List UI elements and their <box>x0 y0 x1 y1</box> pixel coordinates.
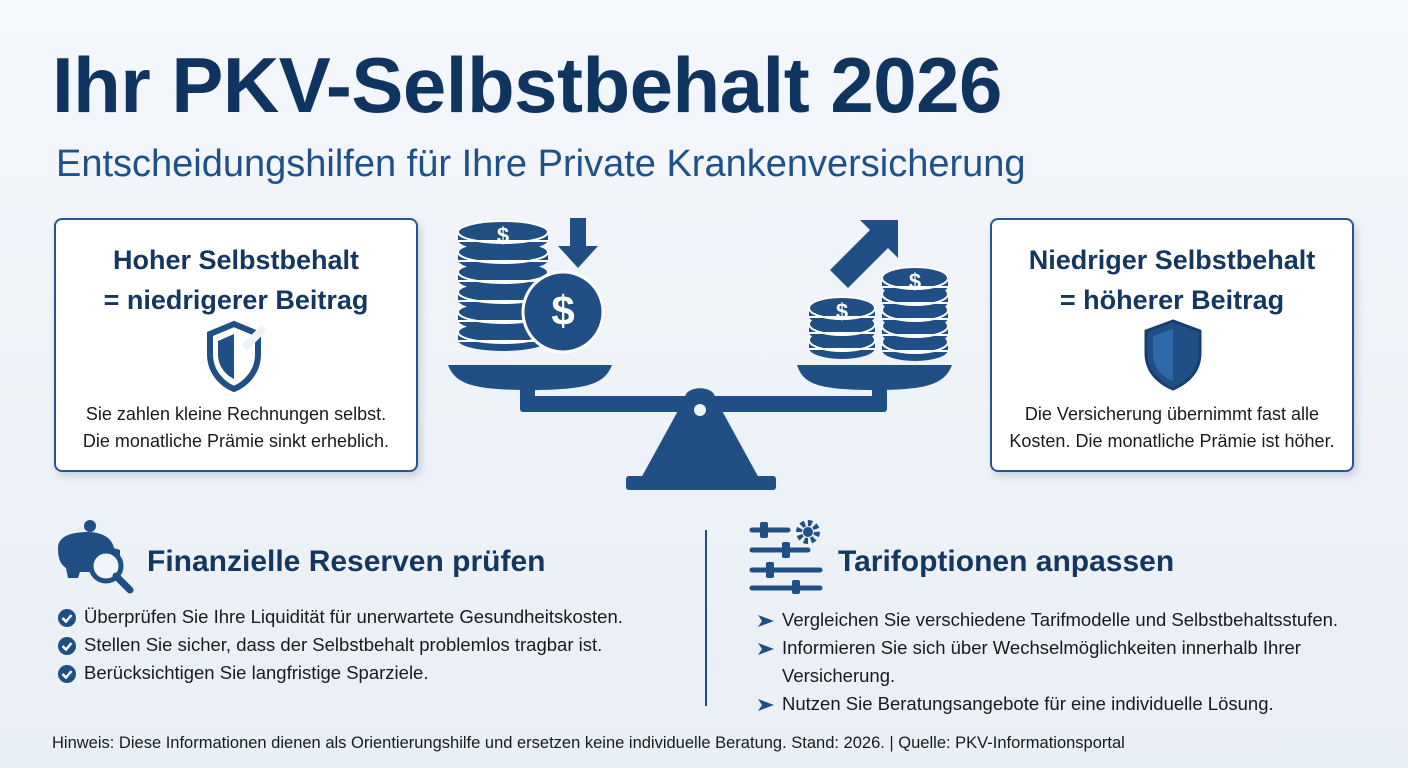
list-item: Überprüfen Sie Ihre Liquidität für unerw… <box>58 603 684 631</box>
arrow-icon <box>758 643 774 655</box>
subtitle: Entscheidungshilfen für Ihre Private Kra… <box>56 143 1026 185</box>
shield-icon <box>207 320 267 392</box>
item-text: Überprüfen Sie Ihre Liquidität für unerw… <box>84 606 623 627</box>
coin-top <box>881 266 949 290</box>
line: Die Versicherung übernimmt fast alle <box>1024 404 1320 424</box>
shield-icon <box>1144 319 1202 391</box>
section-heading: Finanzielle Reserven prüfen <box>147 545 546 578</box>
settings-icon <box>749 520 823 594</box>
coin-symbol: $ <box>909 269 921 294</box>
list-item: Berücksichtigen Sie langfristige Sparzie… <box>58 659 684 687</box>
line: Kosten. Die monatliche Prämie ist höher. <box>1009 431 1335 451</box>
card-title: Hoher Selbstbehalt = niedrigerer Beitrag <box>56 240 416 320</box>
list-item: Stellen Sie sicher, dass der Selbstbehal… <box>58 631 684 659</box>
coin-symbol: $ <box>836 299 848 324</box>
list: Vergleichen Sie verschiedene Tarifmodell… <box>758 606 1362 718</box>
line: Sie zahlen kleine Rechnungen selbst. <box>85 404 387 424</box>
check-icon <box>58 665 76 683</box>
line: Hoher Selbstbehalt <box>112 245 360 275</box>
list-item: Vergleichen Sie verschiedene Tarifmodell… <box>758 606 1362 634</box>
coin-top <box>808 296 876 320</box>
big-coin <box>521 270 605 354</box>
arrow-icon <box>758 699 774 711</box>
card-title: Niedriger Selbstbehalt = höherer Beitrag <box>992 240 1352 320</box>
item-text: Nutzen Sie Beratungsangebote für eine in… <box>782 693 1274 714</box>
item-text: Vergleichen Sie verschiedene Tarifmodell… <box>782 609 1339 630</box>
coins: $ $ $ $ <box>457 220 949 361</box>
line: Die monatliche Prämie sinkt erheblich. <box>82 431 390 451</box>
coin-symbol: $ <box>551 287 574 334</box>
card: Niedriger Selbstbehalt = höherer Beitrag … <box>990 218 1354 472</box>
title: Ihr PKV-Selbstbehalt 2026 <box>52 41 1002 129</box>
check-icon <box>58 609 76 627</box>
arrow-icon <box>758 615 774 627</box>
list-item: Informieren Sie sich über Wechselmöglich… <box>758 634 1362 690</box>
piggy-icon <box>58 520 134 594</box>
line: Niedriger Selbstbehalt <box>1028 245 1316 275</box>
arrow-down <box>558 218 598 268</box>
card-text: Sie zahlen kleine Rechnungen selbst. Die … <box>56 401 416 455</box>
line: = höherer Beitrag <box>1059 285 1285 315</box>
item-text: Stellen Sie sicher, dass der Selbstbehal… <box>84 634 603 655</box>
section-heading: Tarifoptionen anpassen <box>838 545 1175 578</box>
check-icon <box>58 637 76 655</box>
item-text: Berücksichtigen Sie langfristige Sparzie… <box>84 662 429 683</box>
scale-illustration: $ $ $ $ <box>448 218 952 490</box>
line: = niedrigerer Beitrag <box>103 285 369 315</box>
card-text: Die Versicherung übernimmt fast alle Kost… <box>992 401 1352 455</box>
list: Überprüfen Sie Ihre Liquidität für unerw… <box>58 603 684 687</box>
card: Hoher Selbstbehalt = niedrigerer Beitrag … <box>54 218 418 472</box>
coin-top <box>457 220 549 244</box>
coin-symbol: $ <box>497 223 509 248</box>
footer: Hinweis: Diese Informationen dienen als … <box>52 734 1125 752</box>
divider <box>705 530 707 706</box>
list-item: Nutzen Sie Beratungsangebote für eine in… <box>758 690 1362 718</box>
item-text: Informieren Sie sich über Wechselmöglich… <box>782 637 1301 686</box>
scale <box>448 365 952 490</box>
arrow-up <box>830 220 898 288</box>
